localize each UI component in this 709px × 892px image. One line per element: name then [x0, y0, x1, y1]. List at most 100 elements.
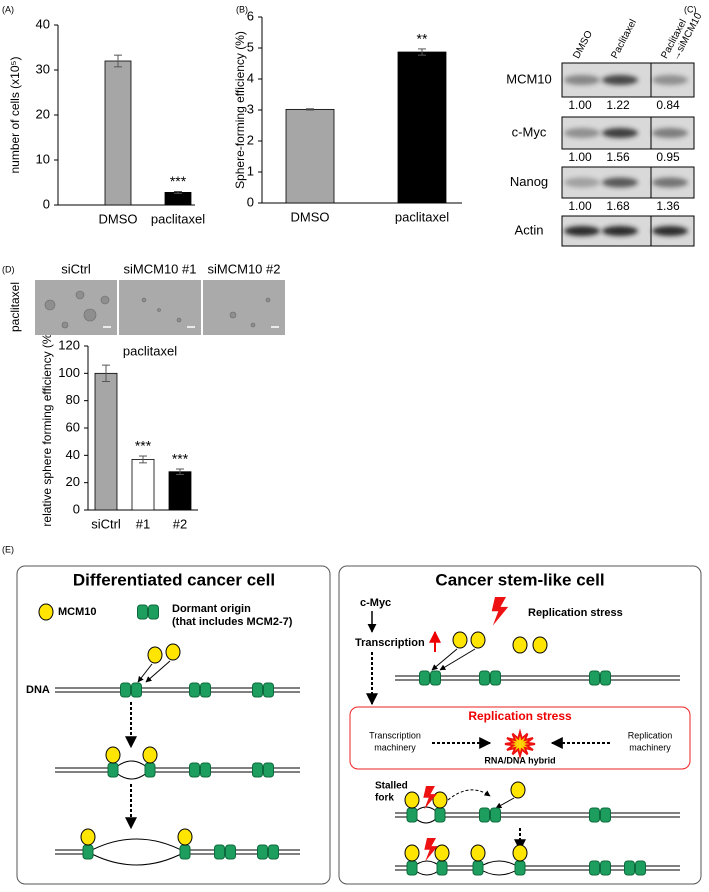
origin-block	[490, 670, 501, 686]
diagram-text: Transcription	[355, 637, 425, 649]
cell-sphere	[75, 290, 85, 300]
stress-bolt	[424, 838, 438, 862]
y-tick-label: 20	[36, 106, 50, 121]
x-tick-label: paclitaxel	[395, 209, 449, 224]
origin-block	[263, 762, 274, 778]
cell-sphere	[250, 322, 256, 328]
y-tick-label: 5	[247, 39, 254, 54]
stress-bolt	[491, 597, 509, 626]
blot-band	[564, 128, 600, 138]
origin-block	[252, 762, 263, 778]
chart-title: paclitaxel	[123, 343, 177, 358]
image-row-label: paclitaxel	[8, 282, 22, 332]
rna-dna-hybrid	[504, 728, 536, 760]
y-tick-label: 40	[36, 16, 50, 31]
mcm10	[470, 631, 486, 649]
cell-sphere	[44, 299, 56, 311]
x-tick-label: #2	[173, 516, 187, 531]
diagram-box	[16, 565, 331, 885]
y-tick-label: 60	[66, 419, 80, 434]
origin-block	[189, 762, 200, 778]
box-title: Replication stress	[468, 709, 572, 723]
cell-sphere	[229, 311, 237, 319]
cell-sphere	[265, 297, 271, 303]
origin-block	[479, 670, 490, 686]
y-tick-label: 120	[58, 337, 80, 352]
mcm10	[432, 791, 448, 809]
diagram-text: fork	[375, 793, 394, 804]
origin-block	[472, 860, 484, 876]
origin-block	[624, 860, 635, 876]
quant-label: 1.36	[656, 199, 680, 213]
image-column-label: siMCM10 #1	[124, 261, 197, 276]
origin-block	[107, 762, 119, 778]
quant-label: 1.00	[568, 150, 592, 164]
dashed-arrow	[447, 789, 491, 801]
y-axis-label: Sphere-forming efficiency (%)	[233, 31, 247, 189]
blot-band	[652, 75, 688, 85]
blot-band	[652, 226, 688, 236]
lane-label: Paclitaxel	[609, 18, 639, 61]
mcm10	[512, 636, 528, 654]
legend-text: Dormant origin	[172, 603, 251, 615]
diagram-title: Cancer stem-like cell	[435, 570, 604, 589]
lane-label: DMSO	[571, 29, 595, 61]
origin-block	[200, 762, 211, 778]
panel-label: (D)	[2, 264, 15, 274]
mcm10	[510, 781, 526, 799]
dna-label: DNA	[26, 684, 50, 696]
origin-block	[189, 682, 200, 698]
y-tick-label: 20	[66, 474, 80, 489]
mcm10	[512, 844, 528, 862]
y-tick-label: 0	[73, 501, 80, 516]
origin-block	[257, 844, 268, 860]
origin-block	[252, 682, 263, 698]
mcm10	[147, 646, 163, 664]
origin-block	[200, 682, 211, 698]
y-axis-label: relative sphere forming efficiency (%)	[40, 329, 54, 526]
blot-band	[652, 177, 688, 188]
diagram-text: machinery	[374, 742, 416, 752]
panel-label: (C)	[684, 4, 697, 14]
stress-box	[349, 706, 691, 770]
origin-block	[120, 682, 131, 698]
blot-band	[602, 226, 638, 236]
blot-band	[602, 128, 638, 138]
micrograph	[203, 280, 285, 335]
origin-block	[263, 682, 274, 698]
quant-label: 0.95	[656, 150, 680, 164]
significance: ***	[170, 173, 187, 189]
quant-label: 1.00	[568, 199, 592, 213]
bar	[104, 60, 132, 206]
row-label: Actin	[515, 222, 544, 237]
y-tick-label: 100	[58, 365, 80, 380]
row-label: c-Myc	[512, 124, 547, 139]
mcm10	[165, 643, 181, 661]
quant-label: 1.22	[606, 98, 630, 112]
diagram-text: Transcription	[369, 730, 421, 740]
arrow	[439, 648, 476, 671]
origin-block	[600, 670, 611, 686]
significance: **	[417, 31, 428, 47]
row-label: Nanog	[510, 174, 548, 189]
diagram-text: machinery	[629, 742, 671, 752]
mcm10	[404, 844, 420, 862]
significance: ***	[135, 438, 152, 454]
diagram-text: RNA/DNA hybrid	[484, 755, 555, 765]
significance: ***	[172, 451, 189, 467]
diagram-text: Replication stress	[528, 607, 623, 619]
bar	[397, 51, 447, 204]
blot-band	[564, 75, 600, 85]
micrograph	[119, 280, 201, 335]
origin-block	[589, 670, 600, 686]
blot-band	[564, 177, 600, 188]
bar	[285, 108, 335, 204]
row-label: MCM10	[506, 71, 552, 86]
y-tick-label: 10	[36, 151, 50, 166]
cell-sphere	[100, 295, 110, 305]
y-tick-label: 30	[36, 61, 50, 76]
mcm10	[80, 828, 96, 846]
y-tick-label: 0	[247, 194, 254, 209]
x-tick-label: DMSO	[99, 211, 138, 226]
cell-sphere	[157, 308, 161, 312]
